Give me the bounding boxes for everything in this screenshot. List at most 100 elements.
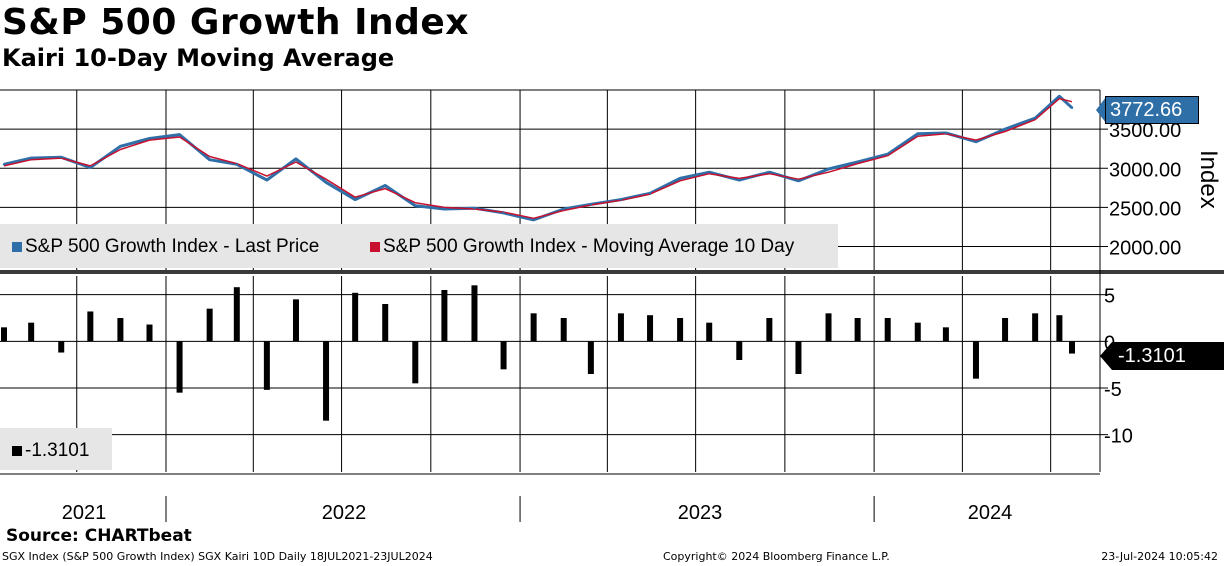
point-last-price-31 (916, 132, 919, 136)
kairi-bar-1 (28, 322, 35, 342)
upper-tick-label-1: 2500.00 (1109, 198, 1181, 220)
legend-item-moving-average: S&P 500 Growth Index - Moving Average 10… (370, 236, 794, 258)
point-last-price-14 (414, 204, 417, 208)
price-legend: S&P 500 Growth Index - Last Price S&P 50… (0, 224, 838, 268)
legend-label-last-price: S&P 500 Growth Index - Last Price (25, 236, 320, 257)
kairi-bar-29 (854, 318, 861, 342)
point-last-price-34 (1003, 127, 1007, 131)
price-last-value-tag: 3772.66 (1105, 96, 1199, 124)
kairi-bar-25 (736, 341, 743, 360)
point-last-price-7 (208, 158, 211, 161)
legend-swatch-last-price (12, 242, 22, 252)
kairi-bar-16 (471, 285, 478, 342)
point-last-price-26 (768, 170, 771, 174)
point-last-price-27 (797, 179, 800, 182)
kairi-bar-21 (617, 313, 624, 342)
footer-description: SGX Index (S&P 500 Growth Index) SGX Kai… (2, 550, 433, 563)
kairi-bar-18 (530, 313, 537, 342)
kairi-bar-19 (560, 318, 567, 342)
point-last-price-30 (886, 152, 889, 156)
kairi-bar-26 (766, 318, 773, 342)
source-note: Source: CHARTbeat (6, 526, 192, 546)
kairi-bar-28 (825, 313, 832, 342)
kairi-bar-23 (677, 318, 684, 342)
line-moving-average (3, 97, 1073, 220)
kairi-bar-0 (1, 327, 7, 342)
point-last-price-6 (178, 133, 181, 136)
price-value-tag-arrow (1096, 97, 1106, 123)
point-last-price-24 (708, 170, 711, 174)
kairi-bar-5 (146, 324, 153, 342)
chart-subtitle: Kairi 10-Day Moving Average (2, 44, 395, 72)
point-last-price-36 (1058, 95, 1061, 98)
point-last-price-1 (29, 156, 33, 160)
point-last-price-32 (944, 131, 948, 135)
kairi-bar-37 (1069, 341, 1075, 354)
point-last-price-12 (353, 198, 357, 201)
kairi-bar-22 (647, 315, 654, 342)
line-last-price (3, 94, 1074, 222)
point-last-price-9 (265, 178, 269, 182)
upper-tick-label-3: 3500.00 (1109, 120, 1181, 142)
point-last-price-5 (148, 137, 151, 140)
kairi-bar-20 (587, 341, 594, 374)
kairi-bar-4 (117, 318, 124, 342)
kairi-bar-14 (412, 341, 419, 384)
kairi-bar-31 (914, 322, 921, 342)
kairi-bar-30 (884, 318, 891, 342)
lower-tick-label-2: -5 (1104, 379, 1122, 401)
point-last-price-11 (324, 181, 328, 184)
kairi-bar-10 (292, 299, 299, 342)
kairi-bar-15 (441, 290, 448, 342)
point-last-price-15 (443, 207, 446, 211)
point-last-price-2 (60, 156, 63, 159)
point-last-price-4 (119, 145, 122, 148)
kairi-bar-34 (1002, 318, 1009, 342)
kairi-bar-7 (206, 308, 213, 342)
point-last-price-23 (678, 177, 682, 180)
point-last-price-19 (562, 207, 565, 211)
kairi-bar-36 (1056, 315, 1063, 342)
point-last-price-28 (827, 167, 830, 171)
kairi-bar-6 (176, 341, 183, 393)
kairi-bar-12 (352, 292, 359, 342)
kairi-bar-27 (795, 341, 802, 374)
point-last-price-17 (502, 211, 505, 215)
kairi-bar-8 (233, 287, 240, 342)
kairi-bar-9 (263, 341, 270, 390)
kairi-bar-24 (706, 322, 713, 342)
lower-tick-label-0: 5 (1104, 286, 1115, 308)
point-last-price-8 (235, 163, 239, 166)
footer-copyright: Copyright© 2024 Bloomberg Finance L.P. (663, 550, 890, 563)
legend-swatch-kairi (12, 446, 22, 456)
kairi-bar-35 (1032, 313, 1039, 342)
footer-timestamp: 23-Jul-2024 10:05:42 (1101, 550, 1218, 563)
point-last-price-18 (532, 218, 535, 222)
upper-tick-label-0: 2000.00 (1109, 238, 1181, 260)
point-last-price-29 (856, 160, 859, 164)
x-tick-label-1: 2022 (322, 502, 367, 524)
point-last-price-20 (589, 203, 593, 206)
x-tick-label-0: 2021 (62, 502, 107, 524)
kairi-bar-2 (58, 341, 65, 353)
legend-swatch-moving-average (370, 242, 380, 252)
point-last-price-16 (473, 206, 476, 210)
legend-item-last-price: S&P 500 Growth Index - Last Price (12, 236, 319, 258)
lower-tick-label-3: -10 (1104, 426, 1133, 448)
kairi-bar-33 (972, 341, 979, 379)
legend-item-kairi: -1.3101 (12, 440, 89, 462)
point-last-price-13 (384, 184, 387, 187)
point-last-price-35 (1033, 116, 1037, 120)
point-last-price-0 (2, 163, 6, 166)
point-last-price-21 (619, 198, 623, 201)
point-last-price-10 (294, 157, 298, 161)
point-last-price-37 (1070, 106, 1074, 109)
legend-label-kairi: -1.3101 (25, 440, 90, 461)
kairi-bar-3 (87, 311, 94, 342)
panel-separator (0, 270, 1224, 274)
kairi-legend: -1.3101 (0, 428, 112, 470)
x-tick-label-2: 2023 (678, 502, 723, 524)
kairi-last-value-tag: -1.3101 (1112, 342, 1224, 370)
point-last-price-25 (738, 178, 741, 182)
